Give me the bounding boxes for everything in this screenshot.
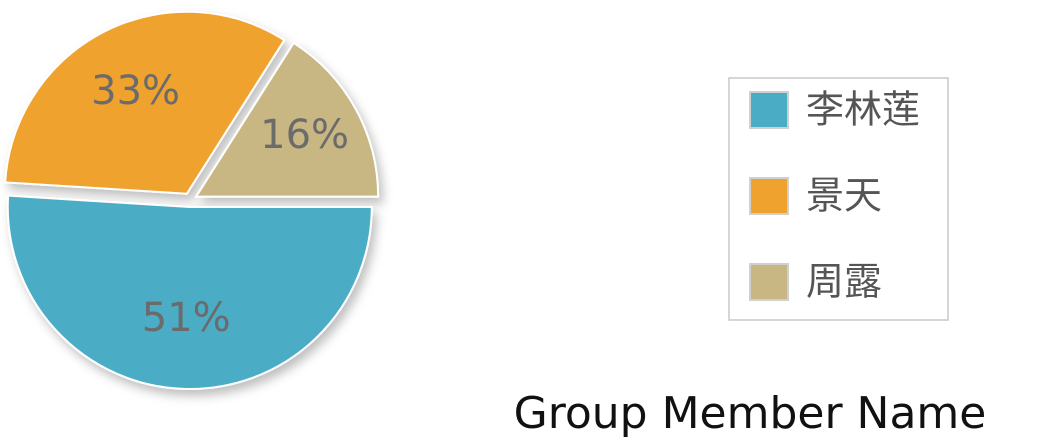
data-label: 33% <box>91 68 180 114</box>
pie <box>4 10 380 390</box>
data-label: 16% <box>260 112 349 158</box>
legend-label: 李林莲 <box>806 88 920 132</box>
legend-swatch <box>749 91 789 129</box>
data-label: 51% <box>142 295 231 341</box>
pie-slice <box>6 194 373 390</box>
legend-label: 景天 <box>806 174 882 218</box>
legend-label: 周露 <box>806 260 882 304</box>
pie-slice <box>194 41 380 198</box>
pie-slice <box>4 10 286 195</box>
legend-swatch <box>749 177 789 215</box>
legend-swatch <box>749 263 789 301</box>
chart-title: Group Member Name <box>514 388 987 439</box>
